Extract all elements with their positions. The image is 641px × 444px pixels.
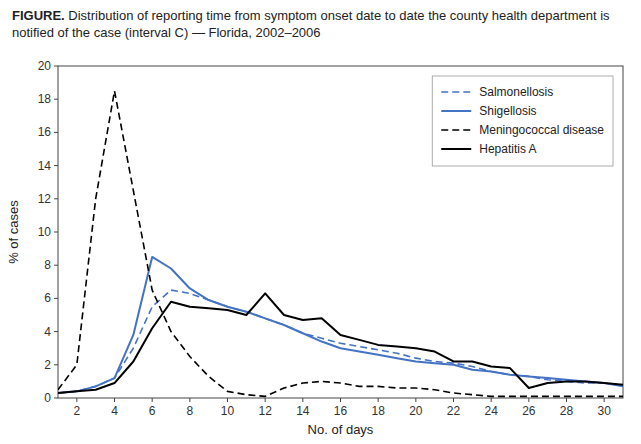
y-tick [54,331,58,332]
x-tick-label: 24 [484,404,498,418]
legend-swatch [441,110,471,112]
y-tick [54,99,58,100]
x-tick-label: 30 [597,404,611,418]
y-tick-label: 18 [38,92,52,106]
x-tick [152,398,153,402]
y-tick-label: 12 [38,192,52,206]
y-tick-label: 20 [38,59,52,73]
x-tick-label: 28 [560,404,574,418]
x-tick-label: 6 [149,404,156,418]
y-tick [54,232,58,233]
legend-swatch [441,148,471,150]
plot-frame [58,66,623,398]
legend-swatch [441,129,471,131]
x-tick-label: 12 [258,404,272,418]
y-tick-label: 10 [38,225,52,239]
legend: Salmonellosis Shigellosis Meningococcal di… [432,76,613,166]
chart: FIGURE. Distribution of reporting time f… [0,0,641,444]
y-tick-label: 16 [38,125,52,139]
x-tick-label: 26 [522,404,536,418]
series-line [58,293,623,393]
y-tick [54,198,58,199]
y-tick-label: 8 [44,258,51,272]
x-tick [76,398,77,402]
series-line [58,91,623,396]
y-tick [54,298,58,299]
x-tick-label: 2 [73,404,80,418]
x-axis-label: No. of days [308,422,374,437]
x-tick [453,398,454,402]
x-tick-label: 16 [334,404,348,418]
x-tick-label: 8 [186,404,193,418]
x-tick-label: 10 [221,404,235,418]
x-tick-label: 18 [371,404,385,418]
title-group: FIGURE. Distribution of reporting time f… [12,8,610,40]
x-tick [189,398,190,402]
legend-box [432,76,613,166]
y-tick-label: 0 [44,391,51,405]
y-tick [54,165,58,166]
legend-label: Meningococcal disease [479,123,604,137]
x-tick [378,398,379,402]
y-tick-label: 2 [44,358,51,372]
x-tick-label: 22 [447,404,461,418]
x-tick-label: 14 [296,404,310,418]
x-tick [340,398,341,402]
y-tick-label: 6 [44,291,51,305]
y-tick [54,66,58,67]
legend-swatch [441,91,471,93]
x-tick [566,398,567,402]
legend-label: Hepatitis A [479,142,536,156]
legend-label: Salmonellosis [479,85,553,99]
y-tick-label: 4 [44,325,51,339]
x-tick [415,398,416,402]
title-lead: FIGURE. [12,8,65,23]
x-tick [302,398,303,402]
x-tick [491,398,492,402]
x-tick [227,398,228,402]
y-axis-label: % of cases [6,200,21,264]
series-line [58,257,623,393]
x-tick [528,398,529,402]
series-lines [58,91,623,396]
y-tick [54,364,58,365]
x-tick-label: 20 [409,404,423,418]
y-tick [54,398,58,399]
title-rest: Distribution of reporting time from symp… [65,8,610,23]
y-tick [54,265,58,266]
x-tick-label: 4 [111,404,118,418]
legend-label: Shigellosis [479,104,536,118]
x-tick [265,398,266,402]
title: notified of the case (interval C) — Flor… [12,25,321,40]
y-tick [54,132,58,133]
axes: 2468101214161820222426283002468101214161… [38,59,612,418]
x-tick [604,398,605,402]
x-tick [114,398,115,402]
y-tick-label: 14 [38,159,52,173]
title: FIGURE. Distribution of reporting time f… [12,8,610,23]
